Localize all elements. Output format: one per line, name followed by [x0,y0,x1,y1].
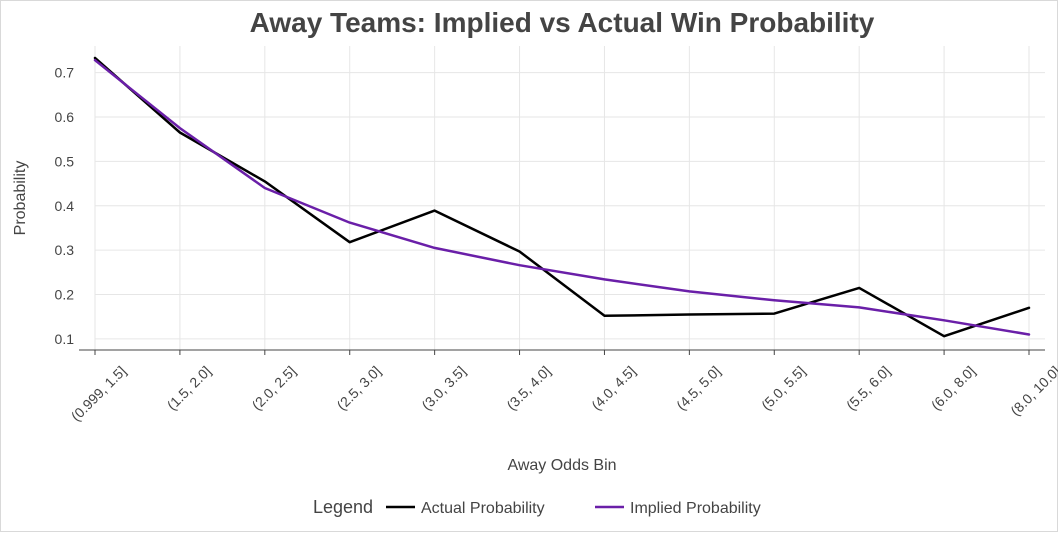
y-tick-label: 0.1 [55,331,75,347]
grid [94,46,1045,350]
x-tick-label: (5.0, 5.5] [758,363,808,413]
axes: (0.999, 1.5] (1.5, 2.0] (2.0, 2.5] (2.5, 3.… [55,65,1058,425]
x-tick-label: (6.0, 8.0] [928,363,978,413]
legend-title: Legend [313,497,373,517]
x-axis-label: Away Odds Bin [507,457,616,474]
x-tick-label: (2.5, 3.0] [333,363,383,413]
series-line-actual [93,56,1031,338]
legend-item-label: Implied Probability [630,500,761,517]
x-tick-label: (4.0, 4.5] [588,363,638,413]
y-tick-label: 0.3 [55,242,75,258]
x-tick-label: (4.5, 5.0] [673,363,723,413]
y-tick-label: 0.7 [55,65,75,81]
x-tick-label: (3.0, 3.5] [418,363,468,413]
legend-item-label: Actual Probability [421,500,545,517]
x-tick-label: (1.5, 2.0] [164,363,214,413]
x-tick-label: (5.5, 6.0] [843,363,893,413]
series [93,56,1031,338]
y-tick-label: 0.2 [55,287,75,303]
x-tick-label: (8.0, 10.0] [1007,363,1058,419]
y-tick-label: 0.4 [55,198,75,214]
y-tick-label: 0.5 [55,153,75,169]
x-tick-label: (0.999, 1.5] [68,363,129,424]
series-line-implied [93,58,1031,336]
y-axis-label: Probability [12,161,29,236]
x-tick-label: (2.0, 2.5] [249,363,299,413]
legend: Legend Actual Probability Implied Probabi… [313,497,761,517]
chart-title: Away Teams: Implied vs Actual Win Probab… [250,7,875,38]
x-tick-label: (3.5, 4.0] [503,363,553,413]
y-tick-label: 0.6 [55,109,75,125]
